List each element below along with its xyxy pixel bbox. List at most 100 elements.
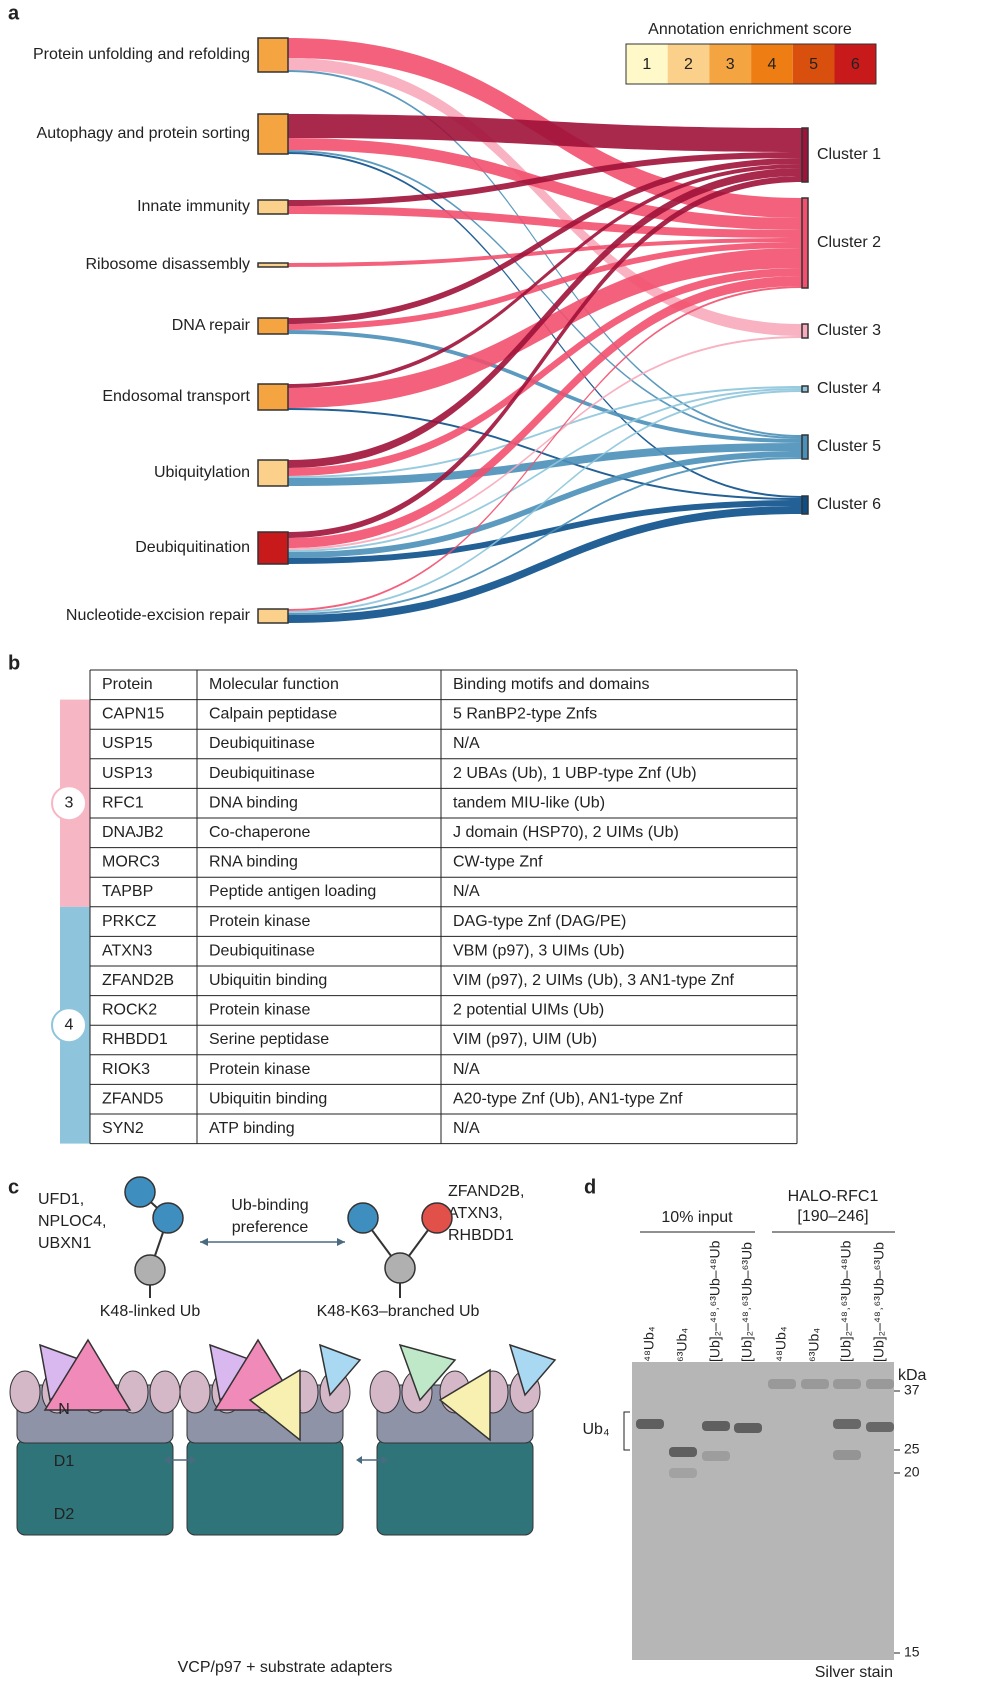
table-cell: RHBDD1 xyxy=(102,1031,168,1048)
group-label: [190–246] xyxy=(797,1208,868,1225)
table-cell: 5 RanBP2-type Znfs xyxy=(453,706,597,723)
table-cell: N/A xyxy=(453,883,480,900)
table-cell: N/A xyxy=(453,735,480,752)
table-header: Binding motifs and domains xyxy=(453,676,650,693)
gel-band xyxy=(833,1379,861,1389)
table-cell: A20-type Znf (Ub), AN1-type Znf xyxy=(453,1090,683,1107)
adapter-label: RHBDD1 xyxy=(448,1227,514,1244)
source-label: Endosomal transport xyxy=(102,388,250,405)
group-label: 3 xyxy=(65,794,74,811)
target-node xyxy=(802,324,808,338)
sankey-link xyxy=(288,248,802,408)
source-node xyxy=(258,200,288,214)
gel-band xyxy=(702,1421,730,1431)
band-label: Ub₄ xyxy=(583,1421,610,1438)
lane-label: ⁴⁸Ub₄ xyxy=(773,1326,789,1362)
domain-label: D1 xyxy=(54,1453,75,1470)
table-cell: ATXN3 xyxy=(102,942,152,959)
gel-band xyxy=(734,1423,762,1433)
legend-label: 3 xyxy=(726,56,735,73)
domain-label: N xyxy=(58,1401,70,1418)
table-cell: TAPBP xyxy=(102,883,153,900)
gel-band xyxy=(833,1450,861,1460)
lane-label: [Ub]₂–⁴⁸˒⁶³Ub–⁶³Ub xyxy=(739,1242,755,1362)
n-domain xyxy=(180,1371,210,1413)
d2-ring xyxy=(377,1440,533,1535)
n-domain xyxy=(370,1371,400,1413)
target-label: Cluster 5 xyxy=(817,438,881,455)
gel-band xyxy=(801,1379,829,1389)
target-label: Cluster 6 xyxy=(817,496,881,513)
table-cell: CW-type Znf xyxy=(453,854,543,871)
table-cell: 2 potential UIMs (Ub) xyxy=(453,1002,604,1019)
table-cell: DNAJB2 xyxy=(102,824,163,841)
legend-label: 1 xyxy=(642,56,651,73)
source-node xyxy=(258,114,288,154)
lane-label: [Ub]₂–⁴⁸˒⁶³Ub–⁴⁸Ub xyxy=(707,1240,723,1362)
table-cell: Protein kinase xyxy=(209,913,310,930)
source-node xyxy=(258,263,288,267)
chain-label: K48-linked Ub xyxy=(100,1303,201,1320)
source-node xyxy=(258,38,288,72)
panel-label: c xyxy=(8,1176,19,1198)
table-cell: RNA binding xyxy=(209,854,298,871)
marker-label: 15 xyxy=(904,1644,920,1660)
target-label: Cluster 3 xyxy=(817,322,881,339)
lane-label: ⁶³Ub₄ xyxy=(674,1328,690,1362)
source-node xyxy=(258,460,288,486)
ubiquitin xyxy=(135,1255,165,1285)
table-cell: MORC3 xyxy=(102,854,160,871)
table-cell: Ubiquitin binding xyxy=(209,1090,327,1107)
source-node xyxy=(258,318,288,334)
source-node xyxy=(258,609,288,623)
lane-label: ⁶³Ub₄ xyxy=(806,1328,822,1362)
table-cell: 2 UBAs (Ub), 1 UBP-type Znf (Ub) xyxy=(453,765,697,782)
target-node xyxy=(802,386,808,392)
marker-label: 25 xyxy=(904,1441,920,1457)
gel-band xyxy=(636,1419,664,1429)
table-header: Molecular function xyxy=(209,676,339,693)
panel-label: b xyxy=(8,652,20,674)
table-cell: Deubiquitinase xyxy=(209,765,315,782)
ubiquitin xyxy=(422,1203,452,1233)
source-label: Autophagy and protein sorting xyxy=(37,125,250,142)
preference-label: preference xyxy=(232,1219,309,1236)
adapter-label: ATXN3, xyxy=(448,1205,503,1222)
table-cell: ZFAND5 xyxy=(102,1090,163,1107)
source-label: Ribosome disassembly xyxy=(85,256,250,273)
table-cell: SYN2 xyxy=(102,1120,144,1137)
legend-label: 2 xyxy=(684,56,693,73)
table-cell: VBM (p97), 3 UIMs (Ub) xyxy=(453,942,625,959)
stain-label: Silver stain xyxy=(815,1664,893,1681)
target-label: Cluster 4 xyxy=(817,380,881,397)
adapter-label: NPLOC4, xyxy=(38,1213,106,1230)
panel-label: a xyxy=(8,2,20,24)
adapter-label: ZFAND2B, xyxy=(448,1183,524,1200)
table-cell: ROCK2 xyxy=(102,1002,157,1019)
legend-label: 4 xyxy=(767,56,776,73)
gel-band xyxy=(669,1447,697,1457)
group-label: 10% input xyxy=(661,1209,733,1226)
table-cell: Protein kinase xyxy=(209,1002,310,1019)
gel-band xyxy=(833,1419,861,1429)
group-label: 4 xyxy=(65,1016,74,1033)
panel-label: d xyxy=(584,1176,596,1198)
body: { "panel_a": { "label": "a", "legend_tit… xyxy=(0,0,995,1682)
source-label: Deubiquitination xyxy=(135,539,250,556)
n-domain xyxy=(10,1371,40,1413)
marker-label: 37 xyxy=(904,1382,920,1398)
table-cell: RFC1 xyxy=(102,794,144,811)
table-cell: VIM (p97), UIM (Ub) xyxy=(453,1031,597,1048)
gel xyxy=(632,1362,894,1660)
domain-label: D2 xyxy=(54,1506,75,1523)
table-cell: Serine peptidase xyxy=(209,1031,329,1048)
n-domain xyxy=(150,1371,180,1413)
adapter-label: UFD1, xyxy=(38,1191,84,1208)
preference-label: Ub-binding xyxy=(231,1197,308,1214)
source-label: Protein unfolding and refolding xyxy=(33,46,250,63)
table-cell: USP13 xyxy=(102,765,153,782)
marker-label: 20 xyxy=(904,1464,920,1480)
target-node xyxy=(802,128,808,182)
source-node xyxy=(258,384,288,410)
chain-label: K48-K63–branched Ub xyxy=(317,1303,480,1320)
